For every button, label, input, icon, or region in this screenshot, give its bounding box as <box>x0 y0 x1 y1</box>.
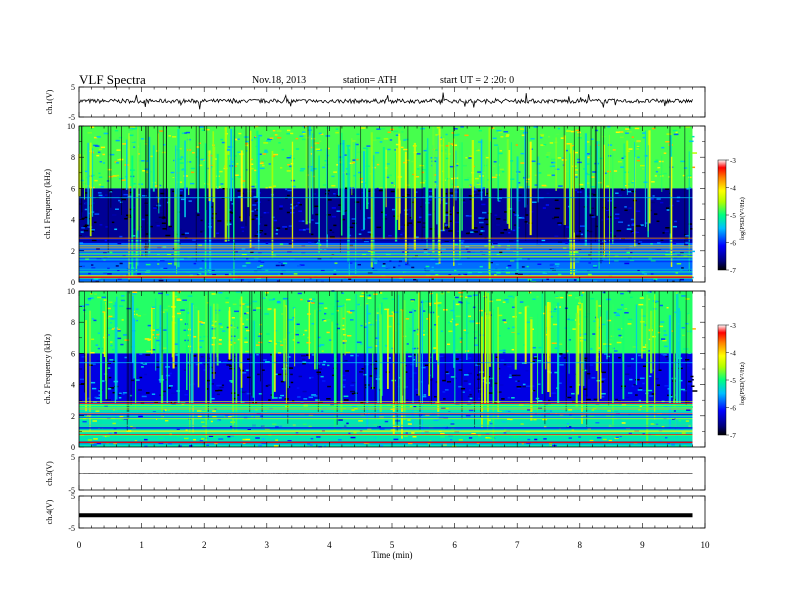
x-tick-label: 3 <box>265 540 270 550</box>
y-tick-label: 2 <box>71 247 75 256</box>
station-label: station= ATH <box>343 75 397 86</box>
y-tick-label: 0 <box>71 278 75 287</box>
y-tick-label: 10 <box>67 287 75 296</box>
y-tick-label: -5 <box>68 524 75 533</box>
y-tick-label: 6 <box>71 349 75 358</box>
panel-2: -3 -4 -5 -6 -7 log(PSD(V²/Hz) 0 2 4 6 8 10 ch.1 Freq… <box>43 122 746 287</box>
y-tick-label: 8 <box>71 318 75 327</box>
y-tick-label: 10 <box>67 122 75 131</box>
colorbar-tick-label: -4 <box>730 185 736 193</box>
x-axis-label: Time (min) <box>372 550 413 560</box>
y-axis-label: ch.1(V) <box>45 89 54 114</box>
panel-1: 5 -5 ch.1(V) <box>45 83 706 122</box>
x-tick-label: 0 <box>77 540 82 550</box>
date-label: Nov.18, 2013 <box>252 75 307 86</box>
colorbar-scale <box>717 159 727 271</box>
colorbar-tick-label: -5 <box>730 377 736 385</box>
y-tick-label: 2 <box>71 412 75 421</box>
y-axis-label: ch.1 Frequency (kHz) <box>43 169 52 239</box>
x-tick-label: 5 <box>390 540 395 550</box>
spectrogram-band <box>79 291 693 354</box>
x-tick-label: 2 <box>202 540 207 550</box>
colorbar-scale <box>717 324 727 436</box>
y-tick-label: 5 <box>71 83 75 92</box>
start-time-label: start UT = 2 :20: 0 <box>440 75 515 86</box>
y-tick-label: -5 <box>68 113 75 122</box>
panel-5: 5 -5 ch.4(V) <box>45 492 706 533</box>
x-tick-label: 6 <box>452 540 457 550</box>
x-axis: 0 1 2 3 4 5 6 7 8 9 10 Time (min) <box>77 540 710 560</box>
colorbar-tick-label: -5 <box>730 212 736 220</box>
colorbar-tick-label: -7 <box>730 267 736 275</box>
panel-4: 5 -5 ch.3(V) <box>45 453 706 495</box>
x-tick-label: 9 <box>640 540 645 550</box>
x-tick-label: 8 <box>578 540 583 550</box>
colorbar-label: log(PSD(V²/Hz) <box>739 362 746 405</box>
y-axis-label: ch.4(V) <box>45 499 54 524</box>
y-tick-label: -5 <box>68 486 75 495</box>
panel-3: -3 -4 -5 -6 -7 log(PSD(V²/Hz) 0 2 4 6 8 10 ch.2 Freq… <box>43 287 746 452</box>
colorbar-2: -3 -4 -5 -6 -7 log(PSD(V²/Hz) <box>717 322 746 440</box>
y-tick-label: 5 <box>71 453 75 462</box>
colorbar-tick-label: -6 <box>730 405 736 413</box>
colorbar-tick-label: -7 <box>730 432 736 440</box>
colorbar-tick-label: -6 <box>730 240 736 248</box>
colorbar-tick-label: -4 <box>730 350 736 358</box>
y-axis-label: ch.2 Frequency (kHz) <box>43 334 52 404</box>
waveform-trace <box>78 92 693 110</box>
colorbar-1: -3 -4 -5 -6 -7 log(PSD(V²/Hz) <box>717 157 746 275</box>
y-tick-label: 5 <box>71 492 75 501</box>
spectrogram-band <box>79 353 693 404</box>
colorbar-tick-label: -3 <box>730 322 736 330</box>
y-tick-label: 4 <box>71 381 75 390</box>
y-tick-label: 0 <box>71 443 75 452</box>
y-tick-label: 8 <box>71 153 75 162</box>
x-tick-label: 1 <box>139 540 144 550</box>
plot-title: VLF Spectra <box>79 72 146 87</box>
x-tick-label: 4 <box>327 540 332 550</box>
x-tick-label: 10 <box>701 540 711 550</box>
colorbar-tick-label: -3 <box>730 157 736 165</box>
y-tick-label: 4 <box>71 216 75 225</box>
y-axis-label: ch.3(V) <box>45 461 54 486</box>
x-tick-label: 7 <box>515 540 520 550</box>
y-tick-label: 6 <box>71 184 75 193</box>
colorbar-label: log(PSD(V²/Hz) <box>739 197 746 240</box>
